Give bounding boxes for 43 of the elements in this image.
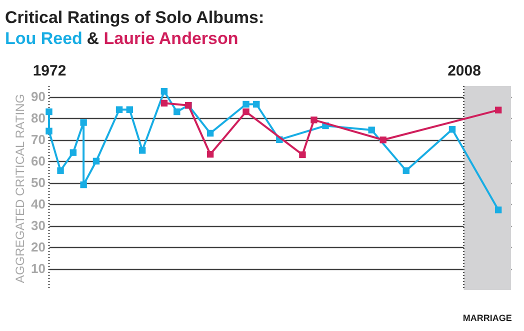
chart-title: Critical Ratings of Solo Albums:	[5, 8, 264, 27]
y-tick-label: 10	[31, 261, 46, 276]
point	[402, 167, 410, 174]
point	[46, 108, 52, 116]
x-tick-label: 2008	[448, 62, 481, 80]
point	[57, 167, 64, 174]
point	[242, 100, 250, 108]
point	[160, 100, 168, 107]
point	[494, 206, 502, 214]
text: &	[86, 29, 100, 48]
point	[138, 147, 146, 154]
y-tick-label: 60	[31, 154, 46, 169]
point	[80, 119, 87, 126]
point	[174, 108, 180, 116]
band-label: MARRIAGE	[462, 313, 512, 323]
point	[380, 136, 386, 144]
point	[46, 128, 52, 134]
point	[116, 106, 123, 113]
y-tick-label: 30	[31, 218, 46, 234]
point	[299, 151, 306, 158]
point	[494, 106, 502, 114]
y-axis-title: AGGREGATED CRITICAL RATING	[13, 94, 28, 284]
point	[448, 126, 456, 133]
y-tick-label: 70	[31, 132, 46, 148]
text: Lou Reed	[5, 29, 82, 48]
point	[206, 130, 214, 137]
point	[126, 106, 133, 113]
y-tick-label: 80	[31, 110, 46, 126]
y-tick-label: 50	[31, 175, 46, 190]
point	[160, 88, 168, 95]
y-tick-label: 20	[31, 240, 46, 255]
point	[253, 100, 260, 108]
y-tick-label: 40	[31, 196, 46, 212]
y-tick-label: 90	[31, 89, 46, 104]
x-tick-label: 1972	[32, 62, 66, 80]
point	[310, 116, 318, 124]
point	[92, 158, 100, 165]
point	[206, 150, 214, 158]
point	[70, 149, 77, 156]
point	[242, 108, 250, 116]
point	[80, 181, 87, 188]
text: Laurie Anderson	[104, 29, 238, 48]
point	[368, 126, 375, 134]
